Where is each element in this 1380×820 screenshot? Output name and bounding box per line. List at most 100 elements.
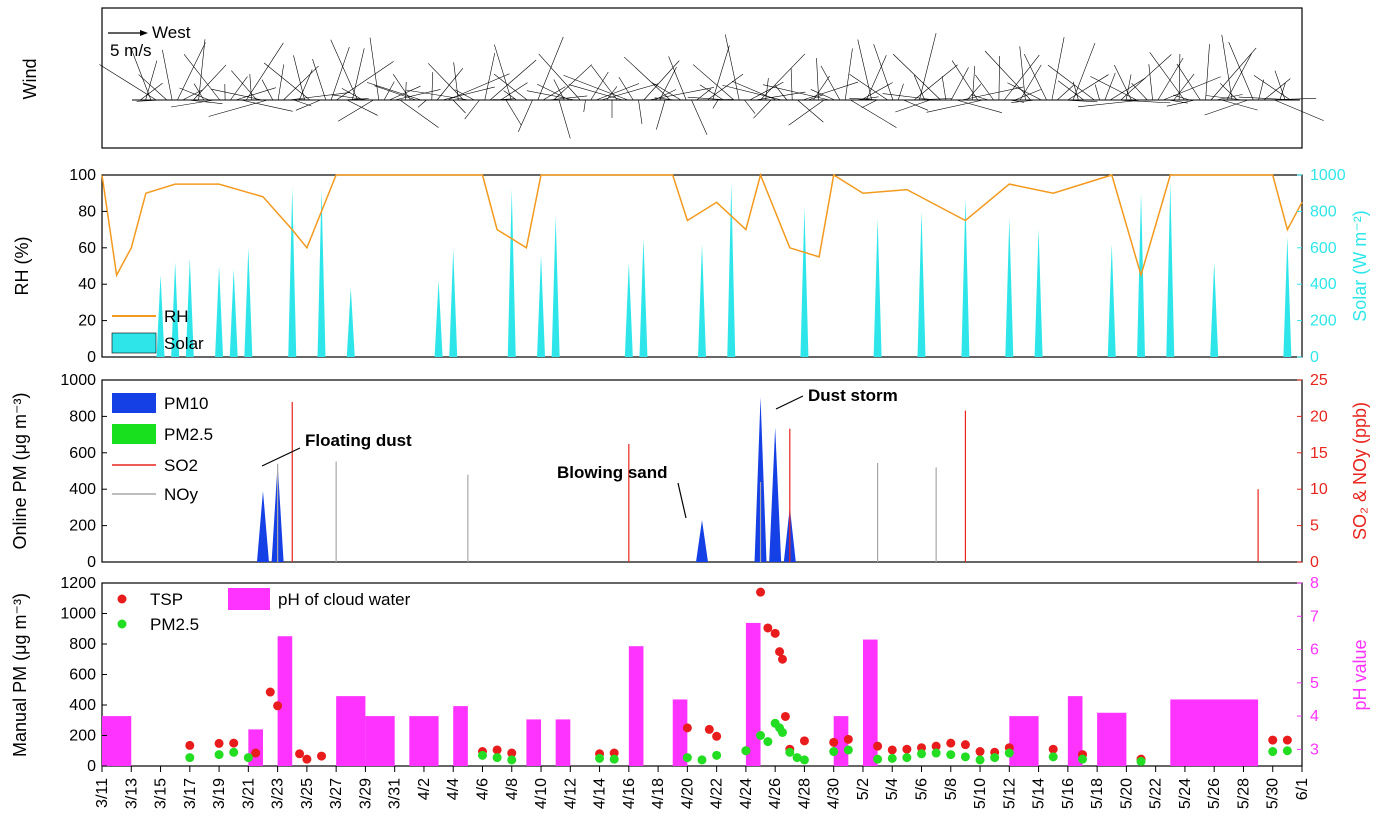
rh-solar-plot: [101, 172, 1303, 357]
x-tick-label: 5/30: [1265, 778, 1282, 809]
wind-vector: [283, 65, 319, 101]
wind-vector: [1253, 75, 1291, 101]
wind-vector: [1216, 94, 1243, 101]
wind-vector: [882, 93, 936, 101]
wind-vector: [394, 89, 441, 101]
legend-pm25-swatch: [112, 424, 156, 444]
wind-vector: [1157, 57, 1184, 101]
tsp-point: [1282, 735, 1292, 745]
rh-line: [101, 172, 1303, 278]
wind-vector: [649, 87, 714, 101]
wind-vector: [712, 45, 730, 101]
solar-y2-tick-label: 600: [1310, 240, 1337, 257]
wind-vector: [1221, 34, 1233, 101]
wind-vector: [436, 67, 464, 101]
wind-vector: [961, 86, 1024, 101]
wind-vector: [998, 56, 1000, 101]
wind-reference-direction: West: [152, 23, 191, 42]
manual-pm25-point: [595, 753, 605, 763]
wind-vector: [369, 37, 380, 101]
wind-vector: [312, 59, 327, 101]
manual-y-tick-label: 400: [69, 697, 96, 714]
wind-vector: [583, 99, 586, 112]
manual-y-tick-label: 0: [87, 758, 96, 775]
solar-y2-tick-label: 1000: [1310, 167, 1346, 184]
so2-y2-tick-label: 5: [1310, 518, 1319, 535]
wind-ylabel: Wind: [20, 58, 40, 99]
manual-pm25-point: [1077, 754, 1087, 764]
wind-vector: [140, 82, 163, 101]
wind-vector: [288, 92, 351, 101]
tsp-point: [843, 734, 853, 744]
wind-vector: [1131, 82, 1148, 101]
wind-vector: [452, 99, 466, 114]
solar-daily-peak: [507, 189, 516, 357]
wind-vector: [131, 49, 152, 101]
wind-vector: [966, 83, 982, 101]
wind-vector: [431, 72, 434, 101]
wind-vector: [500, 82, 528, 101]
wind-vector: [808, 94, 824, 101]
annotation-blowing-sand-arrow: [677, 482, 687, 519]
wind-vector: [857, 39, 872, 101]
ph-y2-tick-label: 4: [1310, 708, 1319, 725]
wind-vector: [1120, 54, 1172, 101]
manual-pm25-point: [185, 753, 195, 763]
manual-y-tick-label: 1000: [60, 606, 96, 623]
so2-y2-tick-label: 0: [1310, 554, 1319, 571]
solar-daily-peak: [917, 211, 926, 357]
tsp-point: [1048, 744, 1058, 754]
wind-vector: [230, 76, 248, 101]
solar-daily-peak: [346, 287, 355, 357]
x-tick-label: 5/10: [972, 778, 989, 809]
ph-bar: [409, 716, 439, 766]
rh-y-tick-label: 60: [78, 240, 96, 257]
wind-vector: [1228, 41, 1254, 101]
wind-vector: [813, 75, 830, 101]
legend-tsp-label: TSP: [150, 590, 183, 609]
wind-vector: [651, 82, 682, 101]
legend-ph-swatch: [228, 588, 270, 610]
rh-ylabel: RH (%): [12, 237, 32, 296]
wind-vector: [374, 85, 416, 101]
tsp-point: [775, 647, 785, 657]
manual-pm25-point: [492, 753, 502, 763]
wind-vector: [975, 74, 994, 101]
wind-vector: [542, 86, 566, 101]
x-tick-label: 4/2: [416, 778, 433, 800]
wind-vector: [724, 34, 740, 101]
wind-vector: [235, 87, 276, 101]
tsp-point: [887, 745, 897, 755]
tsp-point: [829, 737, 839, 747]
wind-vector: [1219, 83, 1238, 101]
wind-vector: [687, 96, 729, 101]
wind-vector: [293, 55, 305, 101]
wind-vector: [1094, 84, 1100, 101]
wind-vector: [1148, 64, 1153, 101]
wind-vector: [211, 88, 263, 101]
manual-pm25-point: [712, 750, 722, 760]
tsp-point: [704, 724, 714, 734]
wind-vector: [744, 99, 756, 114]
wind-vector: [538, 53, 581, 101]
wind-vector: [177, 42, 206, 101]
ph-bar: [1009, 716, 1039, 766]
ph-bar: [745, 622, 761, 766]
wind-vector: [1090, 76, 1137, 101]
manual-pm25-point: [873, 754, 883, 764]
wind-reference-arrowhead: [140, 30, 148, 36]
wind-vector: [849, 74, 888, 101]
wind-vector: [1115, 99, 1171, 104]
wind-vector: [1009, 99, 1025, 103]
wind-vector: [810, 89, 835, 101]
x-tick-label: 5/4: [884, 778, 901, 800]
wind-vector: [187, 99, 223, 104]
tsp-point: [229, 738, 239, 748]
x-tick-label: 5/16: [1060, 778, 1077, 809]
solar-y2-tick-label: 800: [1310, 203, 1337, 220]
manual-pm25-point: [843, 745, 853, 755]
solar-daily-peak: [873, 218, 882, 357]
wind-vector: [861, 99, 878, 108]
solar-daily-peak: [698, 244, 706, 357]
